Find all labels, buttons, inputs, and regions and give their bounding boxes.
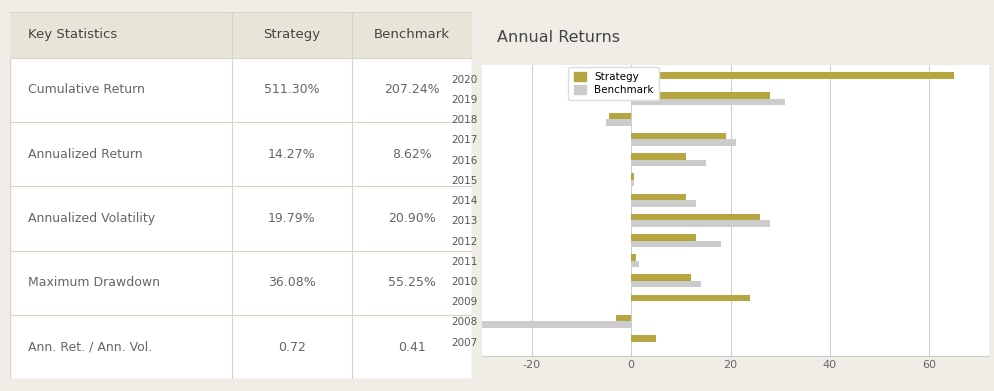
Bar [631, 200, 696, 206]
Text: 511.30%: 511.30% [264, 83, 320, 96]
Bar [631, 99, 785, 106]
Text: Annualized Return: Annualized Return [29, 148, 143, 161]
Text: Key Statistics: Key Statistics [29, 28, 117, 41]
Text: 0.72: 0.72 [278, 341, 306, 353]
Text: Cumulative Return: Cumulative Return [29, 83, 145, 96]
Bar [631, 180, 634, 186]
Bar [608, 113, 631, 119]
Bar [631, 153, 686, 160]
Bar [631, 240, 721, 247]
Bar [631, 281, 701, 287]
Bar [631, 160, 706, 166]
Bar [631, 274, 691, 281]
Bar [631, 234, 696, 240]
Text: Strategy: Strategy [263, 28, 320, 41]
Bar [631, 220, 770, 227]
Bar [616, 315, 631, 321]
Bar [631, 92, 770, 99]
Bar [631, 261, 639, 267]
Bar [631, 79, 636, 85]
FancyBboxPatch shape [10, 57, 472, 122]
Bar [631, 133, 726, 139]
Text: Ann. Ret. / Ann. Vol.: Ann. Ret. / Ann. Vol. [29, 341, 153, 353]
Bar [631, 295, 750, 301]
Bar [631, 335, 656, 342]
Legend: Strategy, Benchmark: Strategy, Benchmark [569, 67, 659, 100]
Bar [631, 139, 736, 146]
Bar [631, 214, 760, 220]
Text: 0.41: 0.41 [399, 341, 426, 353]
Text: 8.62%: 8.62% [393, 148, 432, 161]
Bar [631, 173, 634, 180]
Text: Annualized Volatility: Annualized Volatility [29, 212, 155, 225]
Text: Maximum Drawdown: Maximum Drawdown [29, 276, 160, 289]
FancyBboxPatch shape [10, 315, 472, 379]
Bar [447, 321, 631, 328]
Text: 55.25%: 55.25% [388, 276, 436, 289]
Text: 19.79%: 19.79% [268, 212, 316, 225]
FancyBboxPatch shape [10, 187, 472, 251]
Text: 14.27%: 14.27% [268, 148, 316, 161]
Text: 207.24%: 207.24% [385, 83, 440, 96]
FancyBboxPatch shape [10, 122, 472, 187]
Bar [631, 194, 686, 200]
Text: 36.08%: 36.08% [268, 276, 316, 289]
FancyBboxPatch shape [10, 251, 472, 315]
Bar [631, 254, 636, 261]
Text: Benchmark: Benchmark [374, 28, 450, 41]
FancyBboxPatch shape [10, 12, 472, 57]
Text: Annual Returns: Annual Returns [497, 30, 620, 45]
Text: 20.90%: 20.90% [389, 212, 436, 225]
Bar [606, 119, 631, 126]
Bar [631, 72, 954, 79]
